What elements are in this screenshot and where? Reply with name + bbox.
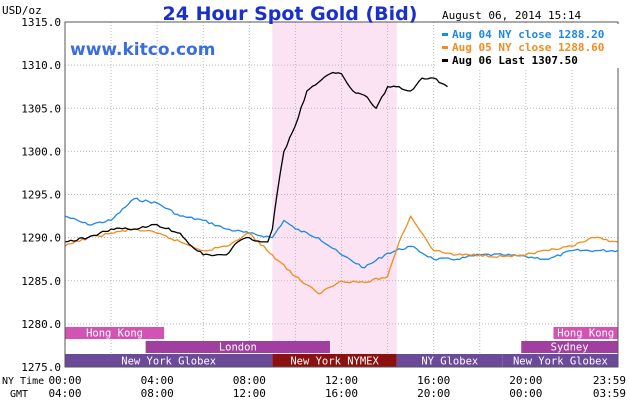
y-tick-label: 1310.0 — [21, 59, 61, 72]
x-tick-label-gmt: 12:00 — [233, 387, 266, 400]
timestamp: August 06, 2014 15:14 — [442, 9, 581, 22]
watermark: www.kitco.com — [70, 40, 215, 60]
y-tick-label: 1295.0 — [21, 189, 61, 202]
y-tick-label: 1285.0 — [21, 275, 61, 288]
session-label: Sydney — [551, 342, 589, 354]
series-line — [64, 215, 618, 295]
session-label: New York NYMEX — [290, 356, 379, 368]
series-line — [64, 197, 619, 269]
y-tick-label: 1280.0 — [21, 318, 61, 331]
session-bar — [396, 354, 503, 367]
y-tick-label: 1290.0 — [21, 232, 61, 245]
session-label: Hong Kong — [557, 328, 614, 340]
x-tick-label-gmt: 04:00 — [48, 387, 81, 400]
session-label: New York Globex — [121, 356, 216, 368]
x-tick-label-gmt: 16:00 — [325, 387, 358, 400]
session-bar — [272, 354, 397, 367]
nymex-session-highlight — [272, 22, 397, 367]
x-tick-label-ny: 00:00 — [48, 374, 81, 387]
y-tick-label: 1315.0 — [21, 16, 61, 29]
legend-swatch — [442, 59, 448, 62]
y-tick-label: 1275.0 — [21, 361, 61, 374]
session-label: London — [219, 342, 257, 354]
legend-label: Aug 05 NY close 1288.60 — [452, 41, 604, 54]
session-bar — [502, 354, 618, 367]
highlight-band — [272, 22, 397, 367]
x-tick-label-gmt: 20:00 — [417, 387, 450, 400]
market-sessions: Hong Kong Hong Kong London Sydney New York G… — [65, 327, 618, 368]
series-line — [64, 71, 448, 257]
session-bar — [145, 341, 330, 353]
session-bar — [65, 327, 165, 339]
session-bar — [65, 354, 273, 367]
x-tick-label-ny: 20:00 — [509, 374, 542, 387]
y-tick-label: 1300.0 — [21, 145, 61, 158]
x-tick-label-ny: 23:59 — [593, 374, 626, 387]
y-tick-label: 1305.0 — [21, 102, 61, 115]
price-series — [64, 71, 619, 295]
legend-label: Aug 06 Last 1307.50 — [452, 54, 578, 67]
x-row-label-gmt: GMT — [10, 389, 28, 400]
chart-title: 24 Hour Spot Gold (Bid) — [163, 3, 418, 25]
unit-label: USD/oz — [2, 4, 42, 17]
session-bar — [521, 341, 618, 353]
x-tick-label-gmt: 00:00 — [509, 387, 542, 400]
x-row-label-ny: NY Time — [2, 376, 44, 387]
legend-box — [437, 24, 619, 68]
legend-label: Aug 04 NY close 1288.20 — [452, 28, 604, 41]
x-tick-label-ny: 12:00 — [325, 374, 358, 387]
x-tick-label-ny: 08:00 — [233, 374, 266, 387]
session-label: Hong Kong — [86, 328, 143, 340]
x-tick-label-ny: 04:00 — [141, 374, 174, 387]
legend-swatch — [442, 46, 448, 49]
chart-axes: 1275.0 1280.0 1285.0 1290.0 1295.0 1300.0 1305… — [21, 16, 626, 400]
legend-swatch — [442, 33, 448, 36]
x-tick-label-ny: 16:00 — [417, 374, 450, 387]
x-tick-label-gmt: 08:00 — [141, 387, 174, 400]
session-bar — [553, 327, 618, 339]
session-label: New York Globex — [513, 356, 608, 368]
x-tick-label-gmt: 03:59 — [593, 387, 626, 400]
session-label: NY Globex — [421, 356, 478, 368]
plot-frame — [64, 21, 619, 368]
